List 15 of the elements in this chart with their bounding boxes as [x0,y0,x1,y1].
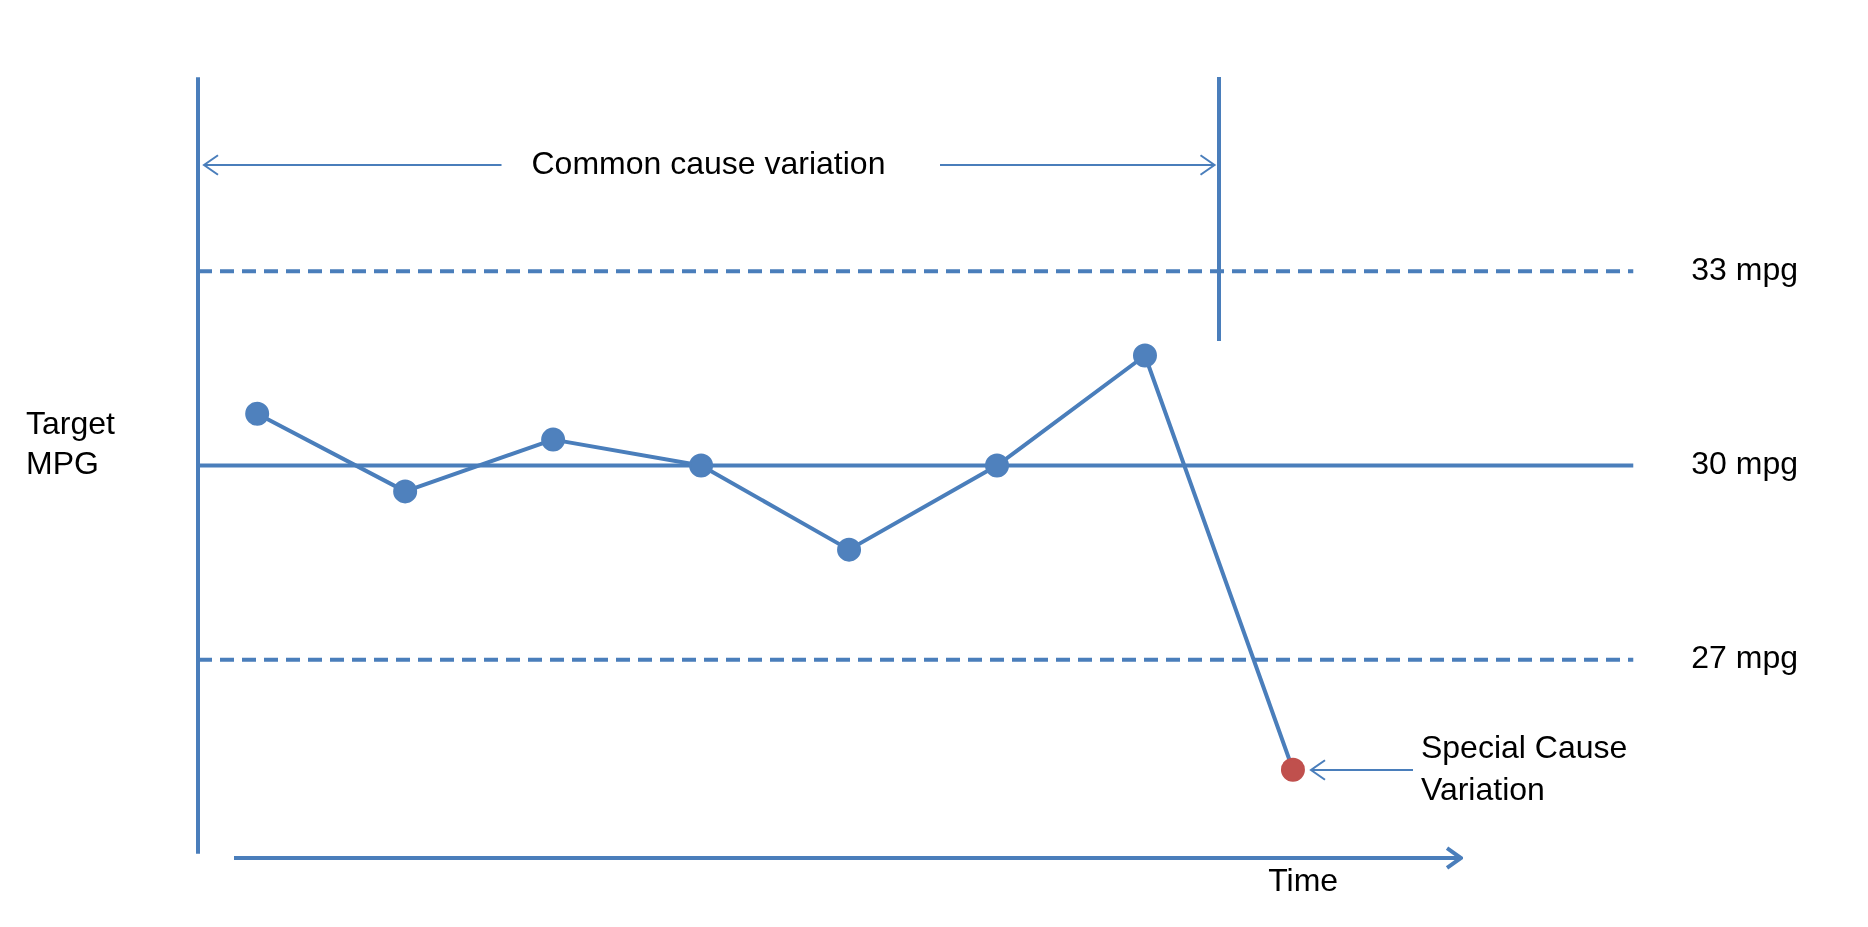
point [541,427,566,452]
y-tick-label: 27 mpg [1691,639,1798,676]
y-axis-title: Target MPG [26,405,116,482]
text: Special Cause Variation [1420,729,1628,808]
point [837,537,862,562]
point [1132,343,1157,368]
y-tick-label: 33 mpg [1691,251,1798,288]
point [985,453,1010,478]
point [245,401,270,426]
annotation: Common cause variation [531,145,886,182]
point [393,479,418,504]
y-tick-label: 30 mpg [1691,445,1798,482]
point [689,453,714,478]
point [1280,757,1305,782]
x-axis-title: Time [1268,861,1339,898]
